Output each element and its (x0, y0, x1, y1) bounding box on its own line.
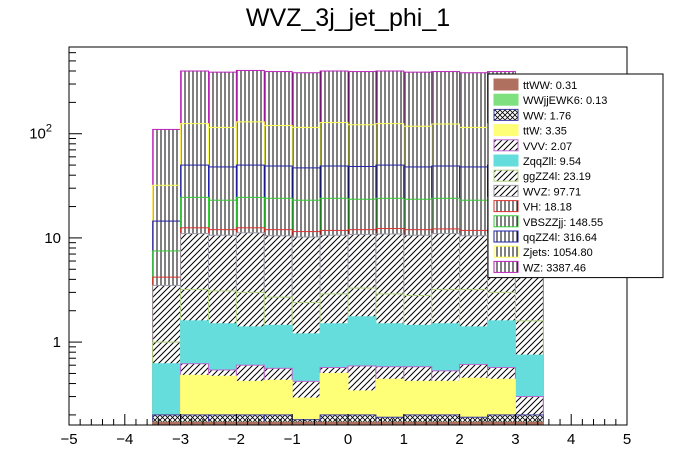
legend-swatch (493, 200, 519, 213)
legend-label: ZqqZll: 9.54 (523, 156, 581, 168)
x-tick-label: 0 (344, 431, 352, 448)
legend-entry: WW: 1.76 (493, 108, 571, 122)
legend-entry: ttW: 3.35 (493, 124, 567, 138)
legend-swatch (493, 184, 519, 197)
x-tick-label: 3 (511, 431, 519, 448)
y-tick-label: 10 (44, 230, 61, 247)
x-tick-label: −3 (172, 431, 189, 448)
legend: ttWW: 0.31 WWjjEWK6: 0.13 WW: 1.76 ttW: 3.3… (487, 73, 664, 279)
legend-entry: WZ: 3387.46 (493, 260, 586, 274)
legend-swatch (493, 154, 519, 167)
x-tick-label: −2 (228, 431, 245, 448)
x-tick-label: 2 (455, 431, 463, 448)
x-tick-label: −5 (60, 431, 77, 448)
x-tick-label: 1 (400, 431, 408, 448)
legend-label: VVV: 2.07 (523, 141, 572, 153)
legend-swatch (493, 215, 519, 228)
legend-entry: Zjets: 1054.80 (493, 245, 593, 259)
legend-label: Zjets: 1054.80 (523, 247, 593, 259)
legend-entry: qqZZ4l: 316.64 (493, 230, 597, 244)
legend-swatch (493, 230, 519, 243)
legend-label: WVZ: 97.71 (523, 186, 581, 198)
legend-label: WWjjEWK6: 0.13 (523, 95, 607, 107)
legend-entry: ZqqZll: 9.54 (493, 154, 581, 168)
x-tick-label: −4 (116, 431, 133, 448)
chart-title: WVZ_3j_jet_phi_1 (245, 4, 451, 32)
histogram-bars (152, 69, 544, 426)
y-tick-label: 102 (29, 123, 52, 143)
legend-swatch (493, 169, 519, 182)
y-tick-label: 1 (53, 334, 61, 351)
legend-label: VBSZZjj: 148.55 (523, 217, 603, 229)
legend-label: WW: 1.76 (523, 110, 571, 122)
legend-entry: VVV: 2.07 (493, 139, 572, 153)
legend-swatch (493, 93, 519, 106)
legend-swatch (493, 108, 519, 121)
legend-label: ttWW: 0.31 (523, 80, 577, 92)
axes: −5 −4 −3 −2 −1 0 1 2 3 4 5 1 10 102 (29, 52, 631, 448)
legend-swatch (493, 124, 519, 137)
legend-entry: WWjjEWK6: 0.13 (493, 93, 607, 107)
legend-label: ggZZ4l: 23.19 (523, 171, 591, 183)
legend-label: ttW: 3.35 (523, 126, 567, 138)
legend-entry: VBSZZjj: 148.55 (493, 215, 603, 229)
x-tick-label: 5 (623, 431, 631, 448)
legend-swatch (493, 139, 519, 152)
legend-label: qqZZ4l: 316.64 (523, 232, 597, 244)
x-tick-label: 4 (567, 431, 575, 448)
legend-label: VH: 18.18 (523, 202, 572, 214)
x-tick-label: −1 (284, 431, 301, 448)
legend-swatch (493, 260, 519, 273)
legend-entry: ggZZ4l: 23.19 (493, 169, 591, 183)
legend-entry: WVZ: 97.71 (493, 184, 581, 198)
legend-swatch (493, 78, 519, 91)
legend-swatch (493, 245, 519, 258)
legend-entry: VH: 18.18 (493, 200, 572, 214)
legend-label: WZ: 3387.46 (523, 262, 586, 274)
legend-entry: ttWW: 0.31 (493, 78, 577, 92)
